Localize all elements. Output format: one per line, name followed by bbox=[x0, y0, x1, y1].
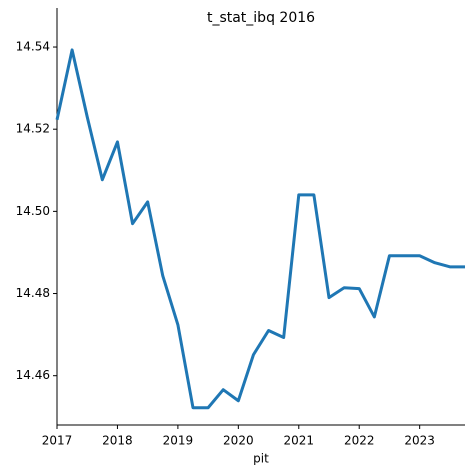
chart-title: t_stat_ibq 2016 bbox=[207, 10, 315, 26]
x-tick-label: 2023 bbox=[404, 434, 435, 448]
y-tick-label: 14.50 bbox=[16, 204, 50, 218]
x-tick-label: 2021 bbox=[284, 434, 315, 448]
x-tick-label: 2019 bbox=[163, 434, 194, 448]
x-tick-label: 2020 bbox=[223, 434, 254, 448]
x-tick-label: 2022 bbox=[344, 434, 375, 448]
x-tick-label: 2018 bbox=[102, 434, 133, 448]
x-tick-label: 2017 bbox=[42, 434, 73, 448]
x-axis-label: pit bbox=[253, 452, 269, 466]
y-tick-label: 14.48 bbox=[16, 286, 50, 300]
y-tick-label: 14.52 bbox=[16, 122, 50, 136]
y-tick-label: 14.46 bbox=[16, 368, 50, 382]
line-series bbox=[55, 48, 465, 410]
y-tick-label: 14.54 bbox=[16, 40, 50, 54]
